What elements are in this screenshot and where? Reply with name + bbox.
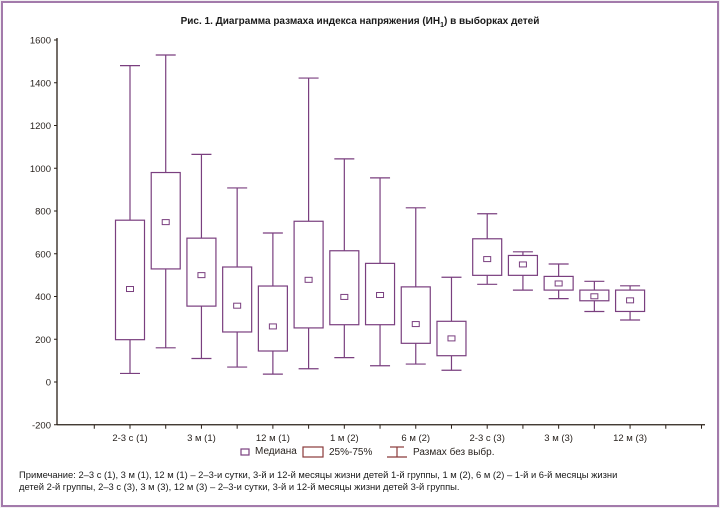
median-marker — [483, 256, 492, 263]
x-tick-label: 12 м (1) — [256, 433, 290, 444]
x-tick-label: 3 м (1) — [187, 433, 216, 444]
iqr-box — [436, 320, 467, 357]
median-marker — [411, 321, 420, 328]
median-marker — [626, 297, 635, 304]
note-line-2: детей 2-й группы, 2–3 с (3), 3 м (3), 12… — [19, 481, 460, 492]
median-marker — [376, 292, 385, 299]
whisker-icon — [387, 446, 407, 458]
median-marker — [126, 286, 134, 293]
median-marker — [268, 323, 277, 330]
y-tick-label: 1000 — [30, 164, 51, 175]
iqr-box — [364, 262, 396, 326]
legend-item-iqr: 25%-75% — [302, 446, 372, 458]
legend-label-iqr: 25%-75% — [329, 446, 373, 458]
y-tick-label: 1600 — [30, 36, 51, 47]
iqr-box — [222, 266, 253, 333]
x-tick-label: 2-3 с (1) — [112, 433, 147, 444]
iqr-box — [400, 286, 431, 344]
median-marker — [447, 335, 456, 342]
iqr-box — [257, 285, 288, 352]
y-tick-label: 200 — [35, 335, 51, 346]
y-tick-label: 1400 — [30, 78, 51, 89]
y-tick-label: -200 — [32, 420, 51, 431]
x-tick-label: 6 м (2) — [401, 433, 430, 444]
figure-note: Примечание: 2–3 с (1), 3 м (1), 12 м (1)… — [19, 469, 709, 493]
legend-item-range: Размах без выбр. — [386, 446, 494, 458]
title-text: Рис. 1. Диаграмма размаха индекса напряж… — [180, 16, 441, 27]
median-marker — [590, 293, 599, 300]
title-subscript: 1 — [440, 22, 444, 29]
median-marker — [233, 302, 242, 309]
legend-label-median: Медиана — [255, 446, 297, 457]
box-icon — [302, 446, 324, 458]
x-tick-label: 3 м (3) — [544, 433, 573, 444]
legend-item-median: Медиана — [240, 446, 297, 457]
y-tick-label: 400 — [35, 292, 51, 303]
iqr-box — [579, 289, 610, 302]
y-tick-label: 0 — [46, 378, 51, 389]
y-tick-label: 600 — [35, 249, 51, 260]
note-line-1: Примечание: 2–3 с (1), 3 м (1), 12 м (1)… — [19, 469, 618, 480]
median-marker — [304, 276, 313, 283]
legend-label-range: Размах без выбр. — [413, 446, 495, 458]
y-tick-label: 1200 — [30, 121, 51, 132]
title-text-end: ) в выборках детей — [443, 16, 540, 27]
median-marker — [340, 293, 349, 300]
median-marker — [554, 280, 563, 287]
iqr-box — [614, 289, 646, 313]
iqr-box — [293, 220, 324, 329]
median-marker — [161, 219, 170, 226]
iqr-box — [472, 238, 503, 276]
x-tick-label: 2-3 с (3) — [470, 433, 505, 444]
x-tick-label: 1 м (2) — [330, 433, 359, 444]
x-tick-label: 12 м (3) — [613, 433, 647, 444]
iqr-box — [114, 219, 146, 341]
iqr-box — [507, 254, 539, 276]
median-marker — [197, 272, 206, 279]
median-marker — [518, 261, 527, 268]
iqr-box — [543, 275, 574, 291]
y-tick-label: 800 — [35, 207, 51, 218]
chart-title: Рис. 1. Диаграмма размаха индекса напряж… — [0, 16, 720, 29]
iqr-box — [329, 250, 360, 326]
median-marker-icon — [240, 447, 250, 456]
iqr-box — [150, 171, 181, 270]
iqr-box — [186, 237, 217, 307]
